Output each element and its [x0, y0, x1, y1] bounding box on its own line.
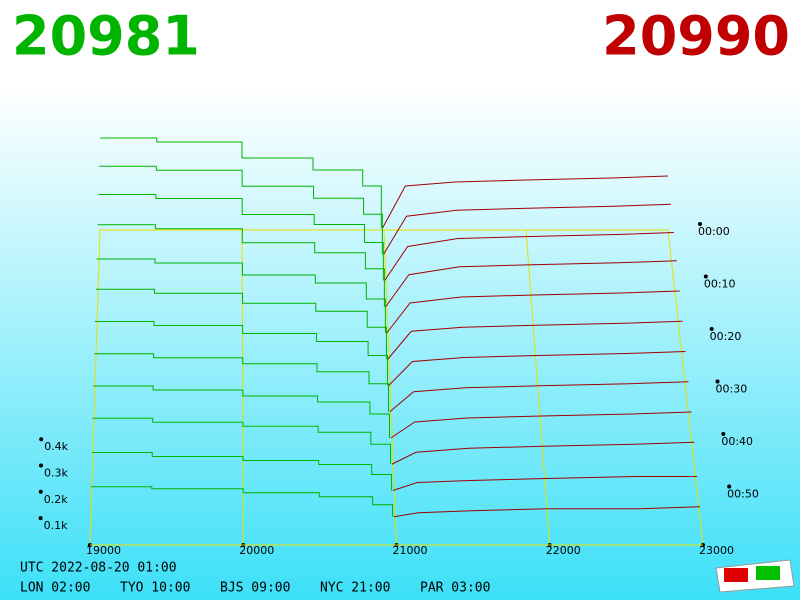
- bid-depth-line: [96, 258, 386, 333]
- bid-depth-line: [92, 417, 392, 465]
- z-tick-dot: [38, 516, 43, 521]
- ask-depth-line: [388, 351, 686, 386]
- clock: UTC 2022-08-20 01:00: [20, 561, 177, 576]
- time-tick-dot: [698, 222, 702, 226]
- time-tick-label: 00:40: [721, 435, 753, 448]
- timezone-label: TYO 10:00: [120, 581, 190, 596]
- ask-price: 20990: [602, 5, 790, 68]
- glasses-icon: [715, 559, 795, 593]
- time-tick-dot: [715, 379, 720, 384]
- floor-grid-line: [89, 229, 101, 546]
- time-tick-dot: [709, 327, 714, 331]
- z-tick-label: 0.2k: [44, 493, 68, 506]
- bid-depth-line: [99, 165, 383, 255]
- floor-grid-line: [525, 229, 551, 546]
- time-tick-dot: [703, 274, 708, 279]
- timezone-label: BJS 09:00: [220, 581, 290, 596]
- timezone-label: LON 02:00: [20, 581, 90, 596]
- time-tick-dot: [727, 484, 732, 489]
- bid-depth-line: [94, 353, 389, 412]
- x-tick-label: 20000: [239, 544, 274, 557]
- time-tick-label: 00:20: [710, 330, 742, 343]
- x-tick-label: 19000: [86, 544, 121, 557]
- bid-depth-line: [93, 385, 390, 438]
- timezone-label: PAR 03:00: [420, 581, 490, 596]
- ask-depth-line: [389, 381, 689, 413]
- time-tick-label: 00:50: [727, 488, 759, 501]
- ask-depth-line: [392, 476, 698, 491]
- x-tick-label: 21000: [393, 544, 428, 557]
- floor-grid-line: [383, 229, 397, 546]
- time-tick-label: 00:10: [704, 278, 736, 291]
- z-tick-label: 0.3k: [44, 467, 68, 480]
- x-tick-label: 22000: [546, 544, 581, 557]
- ask-depth-line: [383, 203, 671, 255]
- bid-depth-line: [95, 321, 388, 386]
- bid-depth-line: [100, 137, 382, 228]
- time-tick-label: 00:00: [698, 225, 730, 238]
- timezone-label: NYC 21:00: [320, 581, 390, 596]
- floor-grid-line: [667, 229, 704, 546]
- z-tick-dot: [39, 437, 44, 442]
- plot: 19000 20000 21000 22000 23000 0.1k 0.2k 0.3k 0.4…: [38, 137, 759, 557]
- bid-depth-line: [98, 194, 384, 281]
- bid-depth-line: [91, 452, 393, 491]
- ask-depth-line: [382, 175, 669, 229]
- ask-depth-line: [384, 232, 674, 281]
- bid-depth-line: [97, 224, 385, 307]
- bid-price: 20981: [12, 5, 200, 68]
- ask-depth-line: [393, 506, 701, 518]
- z-tick-label: 0.4k: [44, 440, 68, 453]
- ask-depth-line: [390, 411, 692, 439]
- x-tick-label: 23000: [699, 544, 734, 557]
- ask-depth-line: [385, 260, 677, 308]
- z-tick-dot: [38, 489, 43, 494]
- z-tick-dot: [39, 463, 43, 468]
- ask-depth-line: [391, 441, 695, 465]
- time-tick-dot: [721, 432, 726, 436]
- z-tick-label: 0.1k: [44, 519, 68, 532]
- bid-depth-line: [90, 486, 394, 517]
- ask-depth-line: [387, 320, 683, 360]
- ask-depth-line: [386, 290, 680, 334]
- time-tick-label: 00:30: [716, 383, 748, 396]
- bid-depth-line: [95, 288, 387, 360]
